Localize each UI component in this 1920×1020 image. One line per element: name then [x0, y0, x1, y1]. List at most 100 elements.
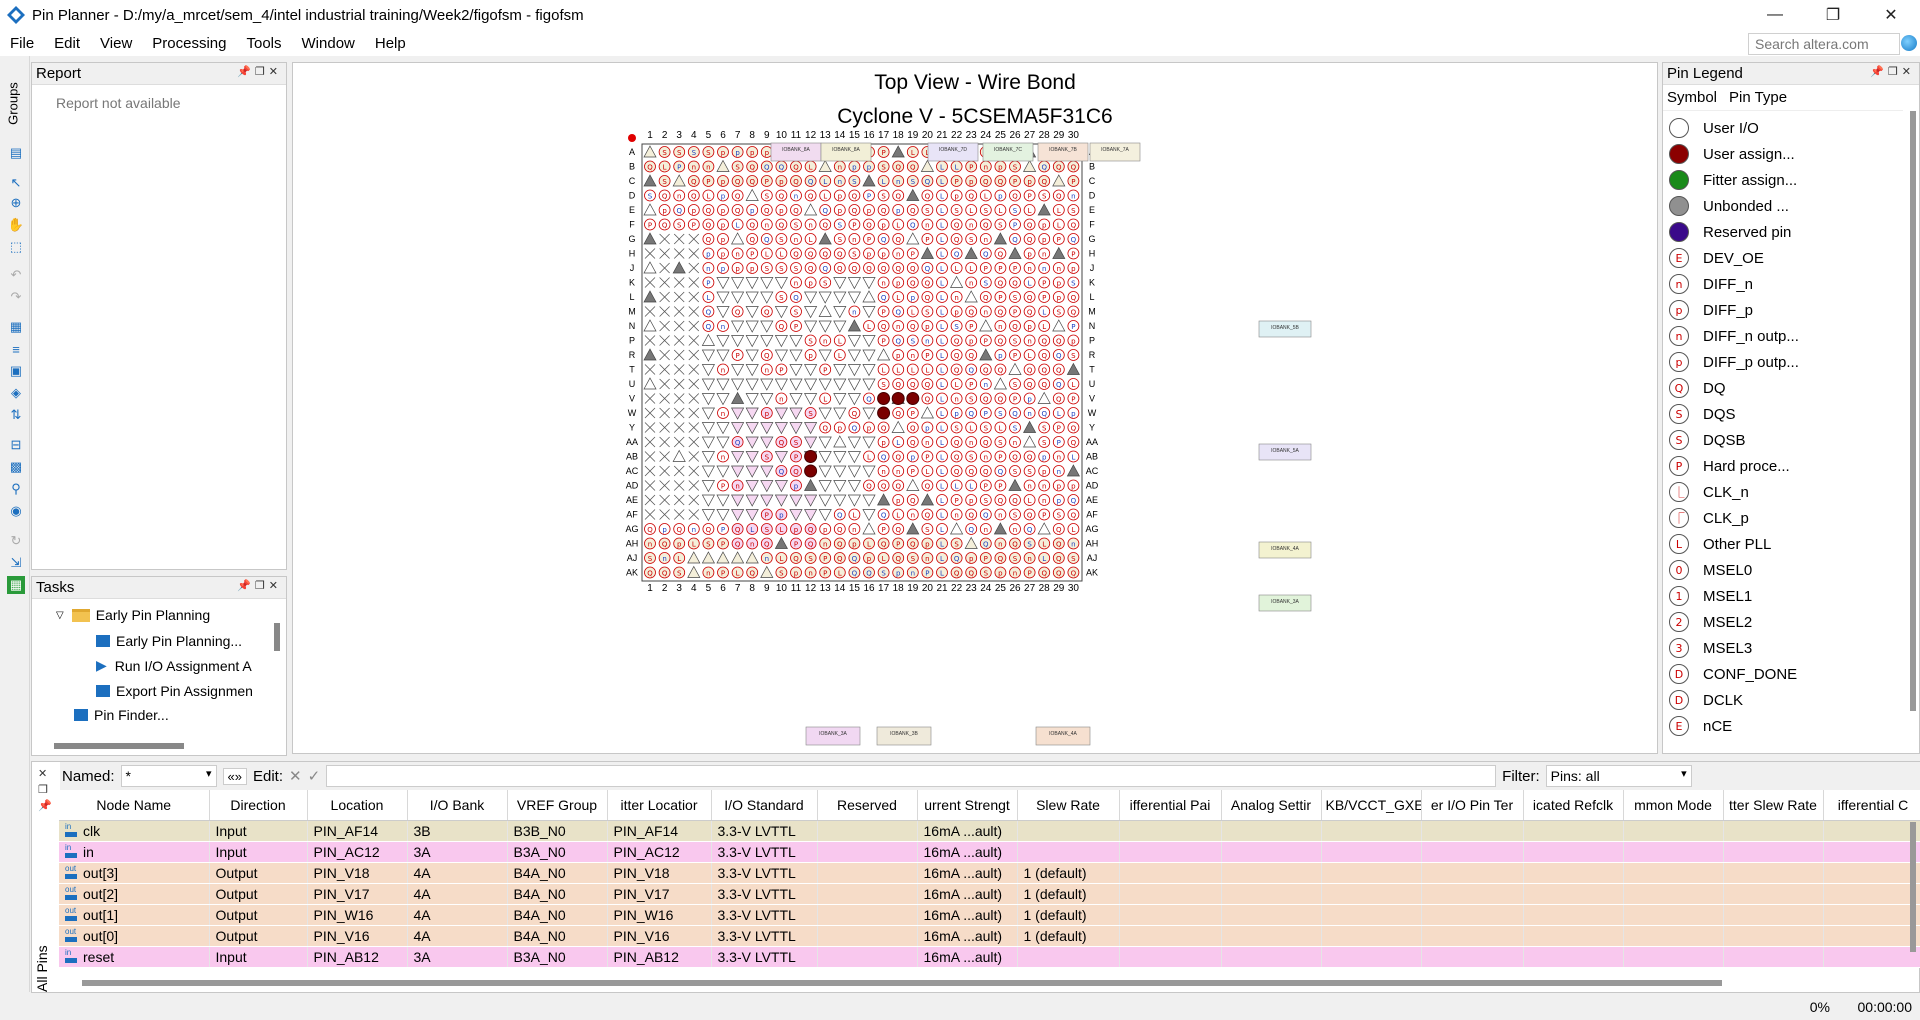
table-cell[interactable] — [1523, 820, 1624, 842]
column-header[interactable]: er I/O Pin Ter — [1421, 790, 1524, 821]
horizontal-scrollbar[interactable] — [82, 980, 1722, 986]
table-row[interactable]: in reset Input PIN_AB12 3A B3A_N0 PIN_AB12 3.3-… — [59, 946, 1920, 968]
table-cell[interactable]: B4A_N0 — [507, 925, 608, 947]
table-cell[interactable] — [1623, 841, 1724, 863]
table-cell[interactable] — [1723, 862, 1824, 884]
table-cell[interactable]: 3B — [407, 820, 508, 842]
table-cell[interactable]: PIN_AF14 — [607, 820, 712, 842]
column-header[interactable]: Location — [307, 790, 408, 821]
column-header[interactable]: Node Name — [59, 790, 210, 821]
panel-controls-icon[interactable]: 📌❐✕ — [1870, 66, 1915, 78]
restore-button[interactable]: ❐ — [1825, 7, 1841, 24]
column-header[interactable]: itter Locatior — [607, 790, 712, 821]
table-cell[interactable]: 3.3-V LVTTL — [711, 820, 818, 842]
table-cell[interactable] — [1017, 841, 1120, 863]
cancel-edit-icon[interactable]: ✕ — [289, 768, 302, 785]
table-cell[interactable] — [1623, 946, 1724, 968]
table-cell[interactable]: in clk — [59, 820, 210, 842]
column-header[interactable]: KB/VCCT_GXE — [1321, 790, 1422, 821]
table-cell[interactable] — [1017, 946, 1120, 968]
table-cell[interactable] — [1623, 904, 1724, 926]
binoculars-icon[interactable]: ⚲ — [11, 481, 21, 496]
table-cell[interactable] — [817, 862, 918, 884]
table-row[interactable]: in clk Input PIN_AF14 3B B3B_N0 PIN_AF14 3.3-V … — [59, 820, 1920, 842]
menu-help[interactable]: Help — [374, 34, 406, 52]
table-cell[interactable]: B4A_N0 — [507, 904, 608, 926]
column-header[interactable]: ifferential C — [1823, 790, 1920, 821]
menu-window[interactable]: Window — [301, 34, 355, 52]
table-row[interactable]: out out[1] Output PIN_W16 4A B4A_N0 PIN_W16 3.3… — [59, 904, 1920, 926]
table-row[interactable]: out out[2] Output PIN_V17 4A B4A_N0 PIN_V17 3.3… — [59, 883, 1920, 905]
column-header[interactable]: Slew Rate — [1017, 790, 1120, 821]
board-icon[interactable]: ▩ — [9, 459, 23, 474]
close-button[interactable]: ✕ — [1884, 7, 1898, 24]
io-bank-icon[interactable]: ▣ — [9, 363, 23, 378]
table-cell[interactable]: 1 (default) — [1017, 925, 1120, 947]
table-cell[interactable]: Output — [209, 904, 308, 926]
table-cell[interactable] — [1321, 862, 1422, 884]
table-cell[interactable] — [1421, 946, 1524, 968]
table-cell[interactable] — [1523, 946, 1624, 968]
table-cell[interactable] — [1823, 946, 1920, 968]
scrollbar[interactable] — [1910, 822, 1916, 952]
table-cell[interactable] — [1321, 841, 1422, 863]
table-cell[interactable]: 3A — [407, 946, 508, 968]
table-cell[interactable]: Output — [209, 862, 308, 884]
accept-edit-icon[interactable]: ✓ — [307, 768, 321, 785]
table-cell[interactable]: Output — [209, 925, 308, 947]
expand-all-icon[interactable]: «» — [222, 767, 247, 785]
menu-edit[interactable]: Edit — [54, 34, 81, 52]
column-header[interactable]: I/O Bank — [407, 790, 508, 821]
column-header[interactable]: Direction — [209, 790, 308, 821]
table-cell[interactable]: 3.3-V LVTTL — [711, 904, 818, 926]
table-row[interactable]: out out[0] Output PIN_V16 4A B4A_N0 PIN_V16 3.3… — [59, 925, 1920, 947]
task-early-pin-planning[interactable]: Early Pin Planning... — [96, 633, 242, 649]
table-cell[interactable] — [1119, 862, 1222, 884]
table-cell[interactable] — [1421, 925, 1524, 947]
table-cell[interactable]: Input — [209, 841, 308, 863]
table-cell[interactable]: PIN_W16 — [607, 904, 712, 926]
table-cell[interactable] — [1823, 820, 1920, 842]
table-cell[interactable] — [1723, 883, 1824, 905]
dqs-icon[interactable]: ◉ — [10, 503, 22, 518]
table-cell[interactable] — [1623, 862, 1724, 884]
refresh-icon[interactable]: ↻ — [10, 533, 22, 548]
table-cell[interactable]: 3A — [407, 841, 508, 863]
all-pins-tab[interactable]: All Pins — [34, 945, 50, 992]
table-cell[interactable] — [817, 925, 918, 947]
column-header[interactable]: I/O Standard — [711, 790, 818, 821]
table-cell[interactable] — [1321, 925, 1422, 947]
undo-icon[interactable]: ↶ — [10, 267, 22, 282]
table-cell[interactable]: out out[3] — [59, 862, 210, 884]
package-icon[interactable]: ◈ — [11, 385, 21, 400]
table-cell[interactable]: in reset — [59, 946, 210, 968]
table-cell[interactable] — [1119, 904, 1222, 926]
table-cell[interactable] — [1017, 820, 1120, 842]
table-cell[interactable]: 3.3-V LVTTL — [711, 883, 818, 905]
table-cell[interactable] — [1421, 883, 1524, 905]
table-cell[interactable] — [1723, 925, 1824, 947]
column-header[interactable]: mmon Mode — [1623, 790, 1724, 821]
table-cell[interactable]: PIN_V16 — [307, 925, 408, 947]
zoom-icon[interactable]: ⊕ — [10, 195, 22, 210]
table-cell[interactable]: 16mA ...ault) — [917, 883, 1018, 905]
menu-tools[interactable]: Tools — [246, 34, 282, 52]
table-cell[interactable] — [1523, 883, 1624, 905]
table-cell[interactable] — [1623, 925, 1724, 947]
column-header[interactable]: Reserved — [817, 790, 918, 821]
table-cell[interactable] — [1421, 820, 1524, 842]
table-cell[interactable]: B3B_N0 — [507, 820, 608, 842]
table-cell[interactable] — [1823, 883, 1920, 905]
table-cell[interactable]: 16mA ...ault) — [917, 841, 1018, 863]
table-cell[interactable] — [1321, 820, 1422, 842]
table-cell[interactable] — [1723, 946, 1824, 968]
table-cell[interactable] — [1823, 841, 1920, 863]
table-cell[interactable] — [1321, 904, 1422, 926]
table-cell[interactable] — [1723, 820, 1824, 842]
chevron-down-icon[interactable]: ▾ — [206, 768, 212, 780]
table-cell[interactable]: B4A_N0 — [507, 862, 608, 884]
table-cell[interactable] — [817, 841, 918, 863]
table-cell[interactable]: Input — [209, 946, 308, 968]
edit-input[interactable] — [326, 765, 1497, 787]
table-cell[interactable]: 3.3-V LVTTL — [711, 862, 818, 884]
